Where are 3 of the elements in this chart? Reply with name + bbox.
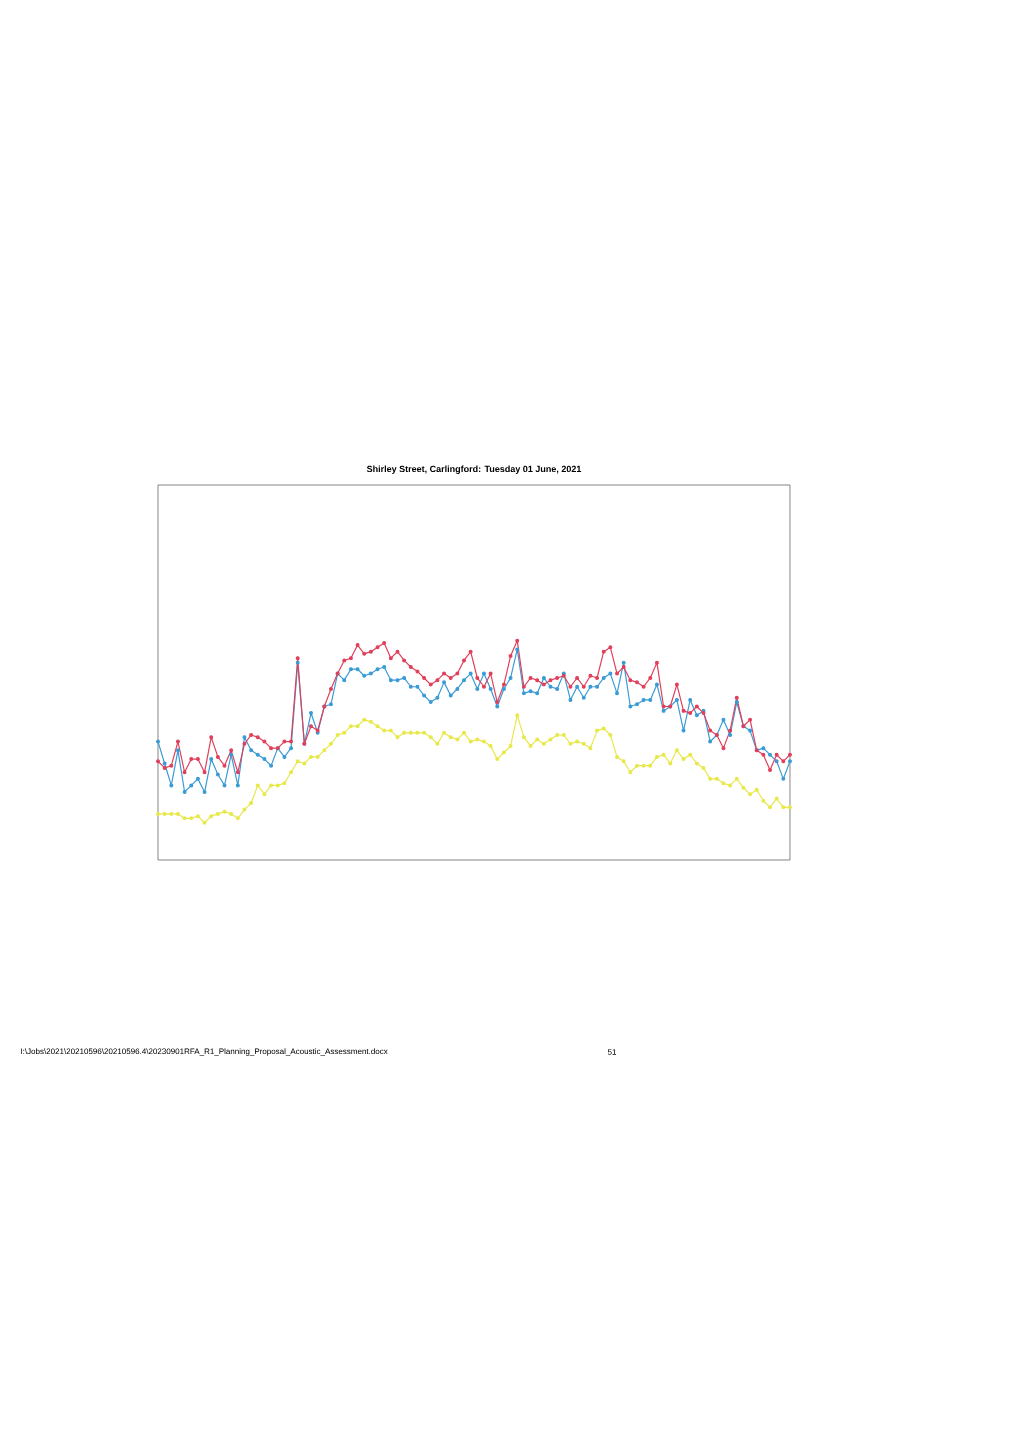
text: I:\Jobs\2021\20210596\20210596.4\20230901RFA_R1_Planning_Proposal_Acoustic_Assessment.docx (21, 1048, 388, 1056)
text: 51 (607, 1049, 617, 1055)
chart-title: Shirley Street, Carlingford: Tuesday 01 June, 2021 (366, 465, 582, 474)
